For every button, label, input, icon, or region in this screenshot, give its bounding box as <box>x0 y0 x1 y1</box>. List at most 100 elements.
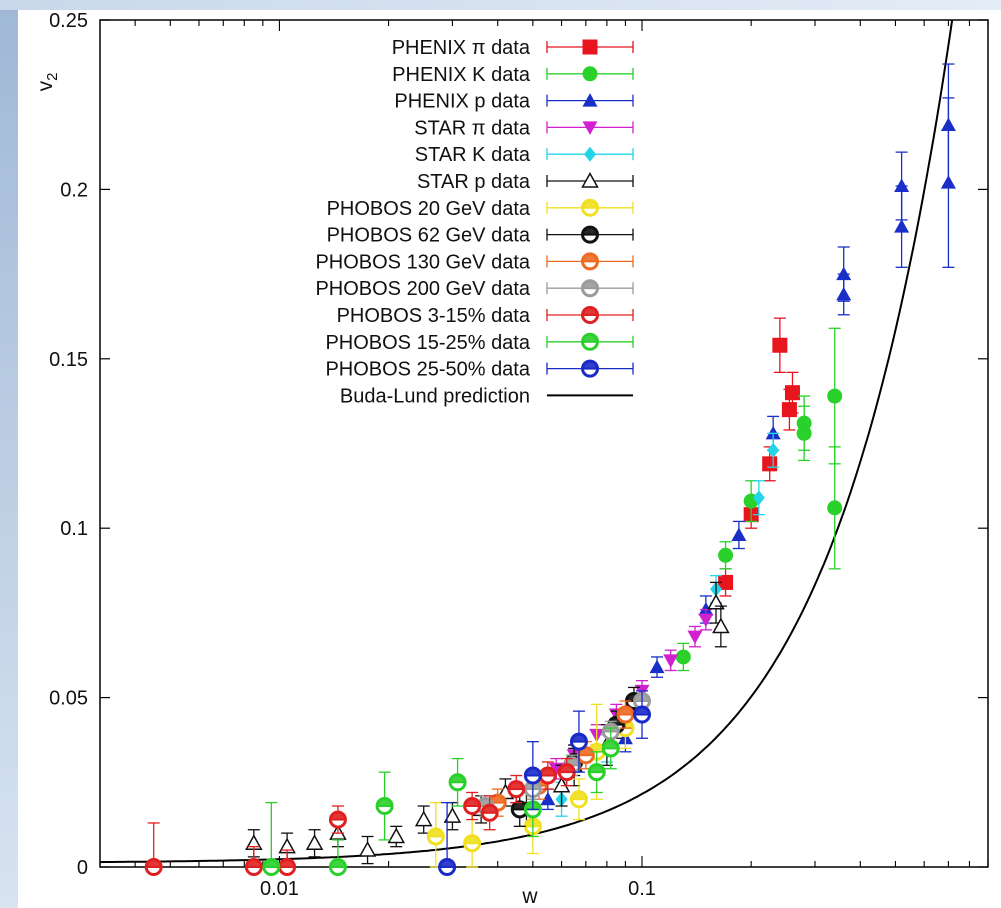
legend-marker <box>582 39 598 55</box>
data-point-fill <box>147 860 161 867</box>
data-point <box>328 810 347 829</box>
data-point-fill <box>509 782 523 790</box>
data-point-fill <box>635 708 649 715</box>
legend-label: PHOBOS 3-15% data <box>337 305 531 327</box>
data-point-fill <box>478 799 492 807</box>
data-point <box>414 810 433 827</box>
data-point <box>836 286 852 301</box>
data-point-fill <box>264 860 278 867</box>
data-point <box>616 705 635 724</box>
legend-label: STAR K data <box>415 144 531 166</box>
data-point <box>752 490 765 506</box>
data-point <box>772 337 788 353</box>
data-point <box>698 613 714 628</box>
data-point-fill <box>378 799 392 807</box>
data-point-fill <box>451 775 465 783</box>
data-point-fill <box>572 792 586 800</box>
legend-marker <box>584 146 596 162</box>
y-tick-label: 0 <box>77 857 88 879</box>
series-2 <box>540 63 956 811</box>
legend-marker <box>581 306 599 324</box>
data-point-fill <box>280 860 294 867</box>
legend-marker <box>581 359 599 378</box>
legend-marker-fill <box>583 362 597 369</box>
data-point-fill <box>483 806 497 813</box>
data-point <box>649 659 665 674</box>
data-point <box>894 219 910 233</box>
series-11 <box>262 727 620 876</box>
data-point <box>523 766 542 785</box>
legend-label: PHOBOS 62 GeV data <box>327 225 531 247</box>
legend-marker-fill <box>583 335 597 342</box>
data-point <box>538 766 557 785</box>
data-point <box>358 841 377 857</box>
data-point <box>305 834 324 851</box>
data-point <box>796 425 812 441</box>
data-point <box>463 797 482 816</box>
data-point <box>375 797 394 816</box>
legend-marker-fill <box>583 201 597 208</box>
data-point <box>698 602 714 616</box>
legend-label: PHOBOS 15-25% data <box>325 332 530 354</box>
data-point <box>569 790 588 809</box>
data-point <box>718 574 734 590</box>
data-point <box>767 442 780 458</box>
y-tick-label: 0.1 <box>60 518 88 540</box>
data-point-fill <box>604 741 618 749</box>
data-point <box>587 763 606 782</box>
data-point-fill <box>565 758 579 766</box>
legend-marker-fill <box>583 281 597 289</box>
data-point <box>675 649 691 665</box>
x-tick-label: 0.1 <box>628 878 656 900</box>
data-point <box>836 266 852 281</box>
legend-label: STAR p data <box>417 171 531 193</box>
legend-label: PHENIX K data <box>392 64 531 86</box>
data-point-fill <box>331 860 345 867</box>
series-10 <box>144 757 576 876</box>
data-point <box>569 732 588 751</box>
data-point <box>718 547 734 563</box>
legend-label: PHENIX p data <box>394 91 531 113</box>
legend-entry-11: PHOBOS 15-25% data <box>325 332 634 354</box>
legend-entry-3: STAR π data <box>414 117 634 139</box>
data-point-fill <box>572 735 586 742</box>
legend-label: PHOBOS 200 GeV data <box>315 278 530 300</box>
data-point-fill <box>331 813 345 820</box>
x-tick-label: 0.01 <box>260 878 299 900</box>
slide-stripe-left <box>0 0 18 908</box>
data-point-fill <box>560 765 574 773</box>
data-point <box>144 858 163 876</box>
legend-entry-1: PHENIX K data <box>392 64 634 86</box>
data-point <box>448 773 467 792</box>
legend-entry-13: Buda-Lund prediction <box>340 385 633 407</box>
y-axis-label-subscript: 2 <box>44 73 61 81</box>
legend-entry-9: PHOBOS 200 GeV data <box>315 278 634 300</box>
data-point <box>762 456 778 472</box>
data-point <box>540 791 556 806</box>
legend-marker <box>581 225 599 244</box>
legend-marker-fill <box>583 308 597 315</box>
legend-label: PHOBOS 130 GeV data <box>315 251 530 273</box>
slide-stripe-top <box>0 0 1001 10</box>
legend-entry-6: PHOBOS 20 GeV data <box>327 198 634 220</box>
legend-marker-fill <box>583 228 597 235</box>
data-point-fill <box>491 796 505 803</box>
data-point-fill <box>526 769 540 776</box>
data-point <box>463 834 482 853</box>
data-point <box>633 705 652 724</box>
y-tick-label: 0.25 <box>49 10 88 32</box>
legend-marker <box>581 252 599 271</box>
y-tick-label: 0.2 <box>60 179 88 201</box>
buda-lund-prediction-curve <box>100 20 954 864</box>
legend-entry-10: PHOBOS 3-15% data <box>337 305 634 327</box>
legend-entry-4: STAR K data <box>415 144 634 166</box>
data-point-fill <box>465 799 479 807</box>
legend-label: PHENIX π data <box>392 37 531 59</box>
legend-label: PHOBOS 25-50% data <box>325 359 530 381</box>
data-point <box>601 739 620 758</box>
series-1 <box>675 327 843 672</box>
data-point <box>438 858 457 876</box>
data-point <box>894 178 910 193</box>
legend-label: Buda-Lund prediction <box>340 385 530 407</box>
